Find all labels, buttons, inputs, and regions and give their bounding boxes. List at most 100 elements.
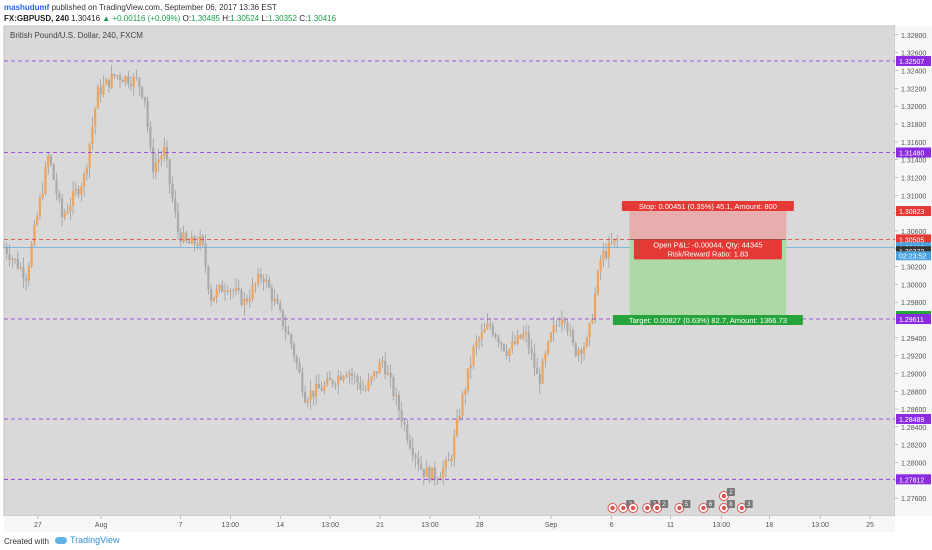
candle-body <box>522 333 525 339</box>
candle-body <box>384 360 387 375</box>
candle-body <box>102 84 105 95</box>
candle-body <box>599 259 602 272</box>
candle-body <box>83 174 86 187</box>
candle-body <box>182 232 185 242</box>
candle-body <box>168 159 171 184</box>
candle-body <box>317 383 320 389</box>
candle-body <box>306 400 309 403</box>
x-tick-label: Aug <box>95 522 108 529</box>
author-name[interactable]: mashudumf <box>4 3 50 12</box>
candle-body <box>221 284 224 293</box>
pnl-label: Open P&L: -0.00044, Qty: 44345 <box>653 240 762 249</box>
event-dot <box>610 505 615 511</box>
candle-body <box>331 380 334 385</box>
candle-body <box>105 79 108 85</box>
candle-body <box>538 373 541 384</box>
candle-body <box>30 244 33 266</box>
candle-body <box>535 368 539 374</box>
price-tag[interactable] <box>896 413 931 424</box>
candle-body <box>428 467 431 481</box>
time-axis-ticks: 27 Aug 7 13:00 14 13:00 21 13:00 28 Sep 6 11 13:00 18… <box>34 516 874 529</box>
x-tick-label: Sep <box>545 522 558 529</box>
candle-body <box>447 459 450 461</box>
candle-body <box>143 97 146 101</box>
x-tick-label: 25 <box>866 522 874 529</box>
candle-body <box>5 247 8 255</box>
close-label: C: <box>299 14 308 23</box>
x-tick-label: 14 <box>276 522 284 529</box>
candle-body <box>489 323 492 326</box>
event-badge <box>682 500 691 508</box>
candle-body <box>262 278 265 282</box>
y-tick-label: 1.31800 <box>901 122 926 129</box>
candle-body <box>107 79 111 88</box>
countdown-label: 02:23:52 <box>899 253 926 260</box>
candle-body <box>582 346 586 354</box>
candle-body <box>11 258 14 261</box>
candle-body <box>552 325 555 334</box>
candle-body <box>52 164 55 181</box>
candle-body <box>527 332 530 349</box>
candle-body <box>411 447 414 456</box>
candle-body <box>472 346 475 366</box>
tradingview-cloud-icon <box>55 536 67 544</box>
y-tick-label: 1.31400 <box>901 158 926 165</box>
candle-body <box>63 213 66 218</box>
candle-body <box>541 360 544 384</box>
publish-line: mashudumf published on TradingView.com, … <box>4 2 277 13</box>
candle-body <box>574 342 577 356</box>
events-group: 27256832 <box>607 488 753 513</box>
candle-body <box>326 378 329 386</box>
price-tag-label: 1.30823 <box>899 209 924 216</box>
open-value: 1.30485 <box>191 14 220 23</box>
candle-body <box>580 349 583 354</box>
candle-body <box>132 76 135 87</box>
price-tag[interactable] <box>896 314 931 325</box>
event-dot <box>677 505 682 511</box>
candle-body <box>353 375 356 377</box>
candle-body <box>24 278 28 281</box>
candle-body <box>276 298 279 304</box>
candle-body <box>417 458 420 465</box>
candle-body <box>533 352 536 369</box>
candle-body <box>442 467 445 478</box>
candle-body <box>268 279 271 288</box>
price-tag[interactable] <box>896 147 931 158</box>
price-tag[interactable] <box>896 56 931 67</box>
price-tag[interactable] <box>896 206 931 217</box>
y-tick-label: 1.28800 <box>901 389 926 396</box>
created-with-label: Created with <box>4 537 49 546</box>
candle-body <box>378 362 381 374</box>
candle-body <box>301 372 304 393</box>
stop-label: Stop: 0.00451 (0.35%) 45.1, Amount: 800 <box>639 202 777 211</box>
price-tag[interactable] <box>896 474 931 485</box>
candle-body <box>77 189 80 195</box>
candle-body <box>453 435 456 459</box>
candle-body <box>334 384 337 385</box>
stop-zone[interactable] <box>629 211 787 240</box>
time-axis[interactable] <box>4 516 895 532</box>
price-axis[interactable] <box>895 26 932 516</box>
position-tool[interactable]: Stop: 0.00451 (0.35%) 45.1, Amount: 800 T… <box>612 201 803 325</box>
candle-body <box>127 76 130 85</box>
candle-body <box>49 155 53 165</box>
candle-body <box>116 75 119 77</box>
candle-body <box>36 216 39 225</box>
candle-body <box>165 146 169 160</box>
tradingview-brand[interactable]: TradingView <box>55 535 120 545</box>
candle-body <box>585 337 588 347</box>
price-tag[interactable] <box>896 234 931 245</box>
candle-body <box>593 293 597 319</box>
candle-body <box>530 348 533 353</box>
candle-body <box>367 380 370 390</box>
candle-body <box>350 373 354 376</box>
candle-body <box>328 378 332 381</box>
candle-body <box>312 390 315 397</box>
candle-body <box>436 479 439 481</box>
candle-body <box>8 254 11 261</box>
price-tag[interactable] <box>896 246 931 257</box>
event-dot <box>701 505 706 511</box>
last-price: 1.30416 <box>71 14 101 23</box>
publish-info: published on TradingView.com, September … <box>51 3 277 12</box>
